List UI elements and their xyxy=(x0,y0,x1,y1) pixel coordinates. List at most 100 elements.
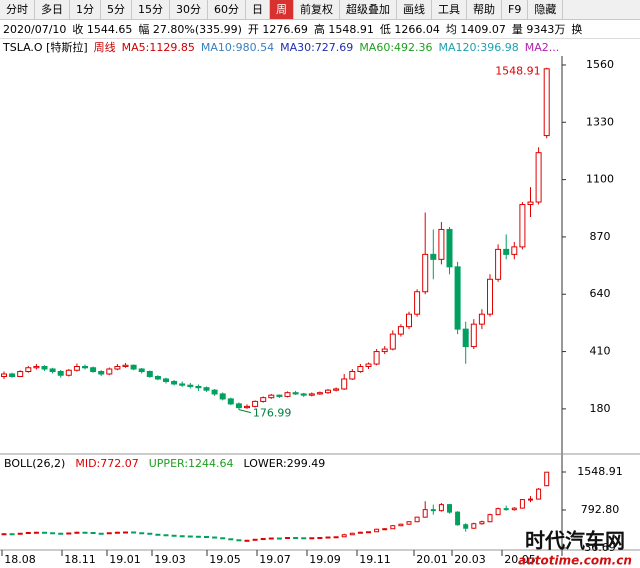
mini-candle-body xyxy=(422,509,428,518)
mini-candle-body xyxy=(406,521,412,525)
toolbar-button[interactable]: 工具 xyxy=(432,0,467,19)
mini-candle-body xyxy=(98,532,104,535)
quote-field: 幅 27.80%(335.99) xyxy=(138,23,242,36)
candle-body xyxy=(211,389,218,395)
candle-body xyxy=(333,388,340,391)
ma-label: TSLA.O [特斯拉] xyxy=(3,41,88,54)
y-tick-label: 1100 xyxy=(586,173,614,186)
candle-body xyxy=(284,392,291,397)
candle-body xyxy=(57,370,64,376)
mini-candle-body xyxy=(333,536,339,539)
indicator-label: BOLL(26,2) xyxy=(4,457,65,470)
quote-field: 开 1276.69 xyxy=(247,23,308,36)
quote-field: 2020/07/10 xyxy=(3,22,67,36)
candle-body xyxy=(146,370,153,377)
mini-candle-body xyxy=(220,537,226,540)
candle-body xyxy=(454,266,461,330)
y-tick-label: 1560 xyxy=(586,58,614,71)
toolbar-button[interactable]: 帮助 xyxy=(467,0,502,19)
candle-body xyxy=(325,389,331,394)
mini-candle-body xyxy=(163,534,169,537)
mini-candle-body xyxy=(349,532,355,536)
quote-field: 换 xyxy=(571,23,583,36)
x-tick-label: 19.07 xyxy=(259,553,291,566)
toolbar-button[interactable]: 30分 xyxy=(170,0,208,19)
mini-candle-body xyxy=(106,532,112,535)
mini-candle-body xyxy=(90,532,96,535)
candle-body xyxy=(1,373,7,377)
x-tick-label: 19.01 xyxy=(109,553,141,566)
mini-candle-body xyxy=(139,532,145,535)
candle-body xyxy=(535,152,542,203)
candle-body xyxy=(414,291,421,315)
mini-candle-body xyxy=(293,537,299,540)
quote-field: 高 1548.91 xyxy=(313,23,374,36)
toolbar-button[interactable]: 15分 xyxy=(132,0,170,19)
candle-body xyxy=(244,405,250,409)
mini-candle-body xyxy=(228,538,234,541)
mini-candle-body xyxy=(131,531,137,534)
watermark-url: autotime.com.cn xyxy=(518,554,632,568)
indicator-label: LOWER:299.49 xyxy=(244,457,326,470)
mini-candle-body xyxy=(447,504,452,513)
toolbar-button[interactable]: 5分 xyxy=(101,0,132,19)
mini-candle-body xyxy=(33,531,39,534)
mini-candle-body xyxy=(317,537,323,540)
candle-body xyxy=(154,375,161,380)
mini-candle-body xyxy=(528,498,533,501)
mini-candle-body xyxy=(42,531,47,534)
candle-body xyxy=(422,253,429,293)
mini-candle-body xyxy=(147,532,153,535)
y-tick-label: 792.80 xyxy=(581,503,620,516)
candle-body xyxy=(487,278,493,315)
y-tick-label: 1548.91 xyxy=(577,465,623,478)
toolbar-button[interactable]: 隐藏 xyxy=(528,0,564,19)
candle-body xyxy=(292,392,299,395)
mini-candle-body xyxy=(123,531,128,534)
mini-candle-body xyxy=(366,531,371,534)
toolbar-button[interactable]: F9 xyxy=(502,0,529,19)
toolbar-button[interactable]: 画线 xyxy=(397,0,432,19)
toolbar-button[interactable]: 60分 xyxy=(208,0,246,19)
candle-body xyxy=(17,370,24,377)
mini-candle-body xyxy=(268,537,274,540)
candle-body xyxy=(203,387,210,391)
candle-body xyxy=(300,393,307,396)
candle-body xyxy=(49,368,56,372)
candle-body xyxy=(73,366,80,371)
mini-candle-body xyxy=(58,532,64,535)
mini-candle-body xyxy=(390,525,396,530)
y-tick-label: 640 xyxy=(590,287,611,300)
toolbar-button[interactable]: 超级叠加 xyxy=(340,0,397,19)
watermark-title: 时代汽车网 xyxy=(525,529,625,553)
x-tick-label: 18.08 xyxy=(4,553,36,566)
candle-body xyxy=(357,366,364,372)
mini-candle-body xyxy=(455,511,461,526)
mini-candle-body xyxy=(74,531,80,534)
mini-candle-body xyxy=(66,532,72,535)
x-tick-label: 19.09 xyxy=(309,553,341,566)
mini-candle-body xyxy=(187,535,193,538)
toolbar-button[interactable]: 前复权 xyxy=(294,0,340,19)
y-tick-label: 36.69 xyxy=(584,541,616,554)
candle-body xyxy=(397,326,404,335)
candle-body xyxy=(308,393,315,396)
ma-label: MA120:396.98 xyxy=(438,40,519,54)
mini-candle-body xyxy=(503,508,509,511)
ma-label: MA2... xyxy=(524,40,560,54)
toolbar-button[interactable]: 多日 xyxy=(35,0,70,19)
toolbar-button[interactable]: 日 xyxy=(246,0,270,19)
ma-label: MA10:980.54 xyxy=(200,40,275,54)
mini-candle-body xyxy=(398,523,404,527)
x-tick-label: 18.11 xyxy=(64,553,96,566)
candle-body xyxy=(511,246,518,255)
mini-candle-body xyxy=(309,537,315,540)
candle-body xyxy=(163,378,169,382)
toolbar-button[interactable]: 周 xyxy=(270,0,294,19)
candle-body xyxy=(406,313,412,328)
mini-candle-body xyxy=(260,538,266,541)
candle-body xyxy=(268,394,275,399)
toolbar-button[interactable]: 1分 xyxy=(70,0,101,19)
toolbar-button[interactable]: 分时 xyxy=(0,0,35,19)
